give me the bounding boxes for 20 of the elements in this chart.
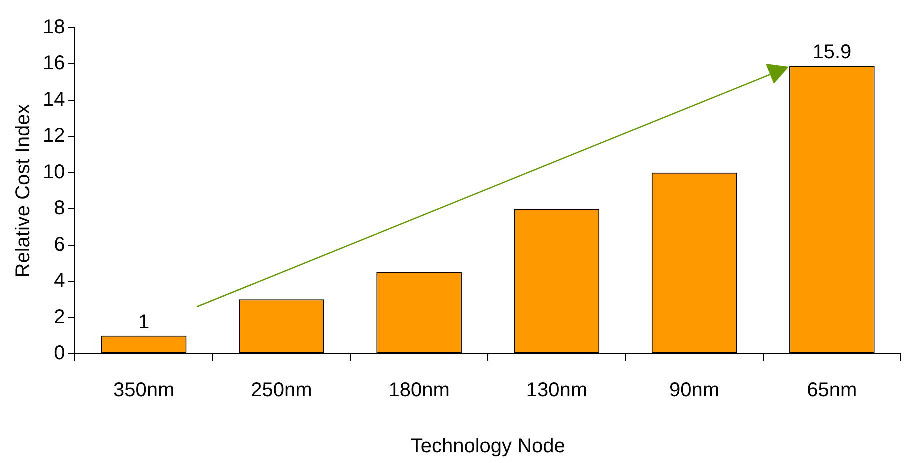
x-axis-title: Technology Node <box>410 436 566 458</box>
y-tick-label: 4 <box>54 270 66 292</box>
y-axis-title: Relative Cost Index <box>12 104 35 278</box>
data-label: 15.9 <box>812 42 852 64</box>
y-tick-label: 10 <box>42 161 66 184</box>
y-tick-label: 2 <box>54 306 66 328</box>
y-tick-label: 0 <box>54 342 66 365</box>
x-tick-label: 130nm <box>526 380 588 402</box>
x-tick-label: 250nm <box>251 380 312 402</box>
y-tick-label: 18 <box>42 16 66 39</box>
y-tick-label: 6 <box>54 234 66 256</box>
y-tick-label: 8 <box>54 198 66 220</box>
y-tick-label: 12 <box>42 125 66 148</box>
x-tick-label: 180nm <box>388 380 450 402</box>
y-tick-label: 14 <box>42 88 66 111</box>
x-tick-label: 350nm <box>113 380 175 402</box>
y-tick-label: 16 <box>42 52 66 75</box>
data-label: 1 <box>138 311 150 334</box>
x-tick-label: 65nm <box>807 380 858 402</box>
x-tick-label: 90nm <box>670 380 720 402</box>
